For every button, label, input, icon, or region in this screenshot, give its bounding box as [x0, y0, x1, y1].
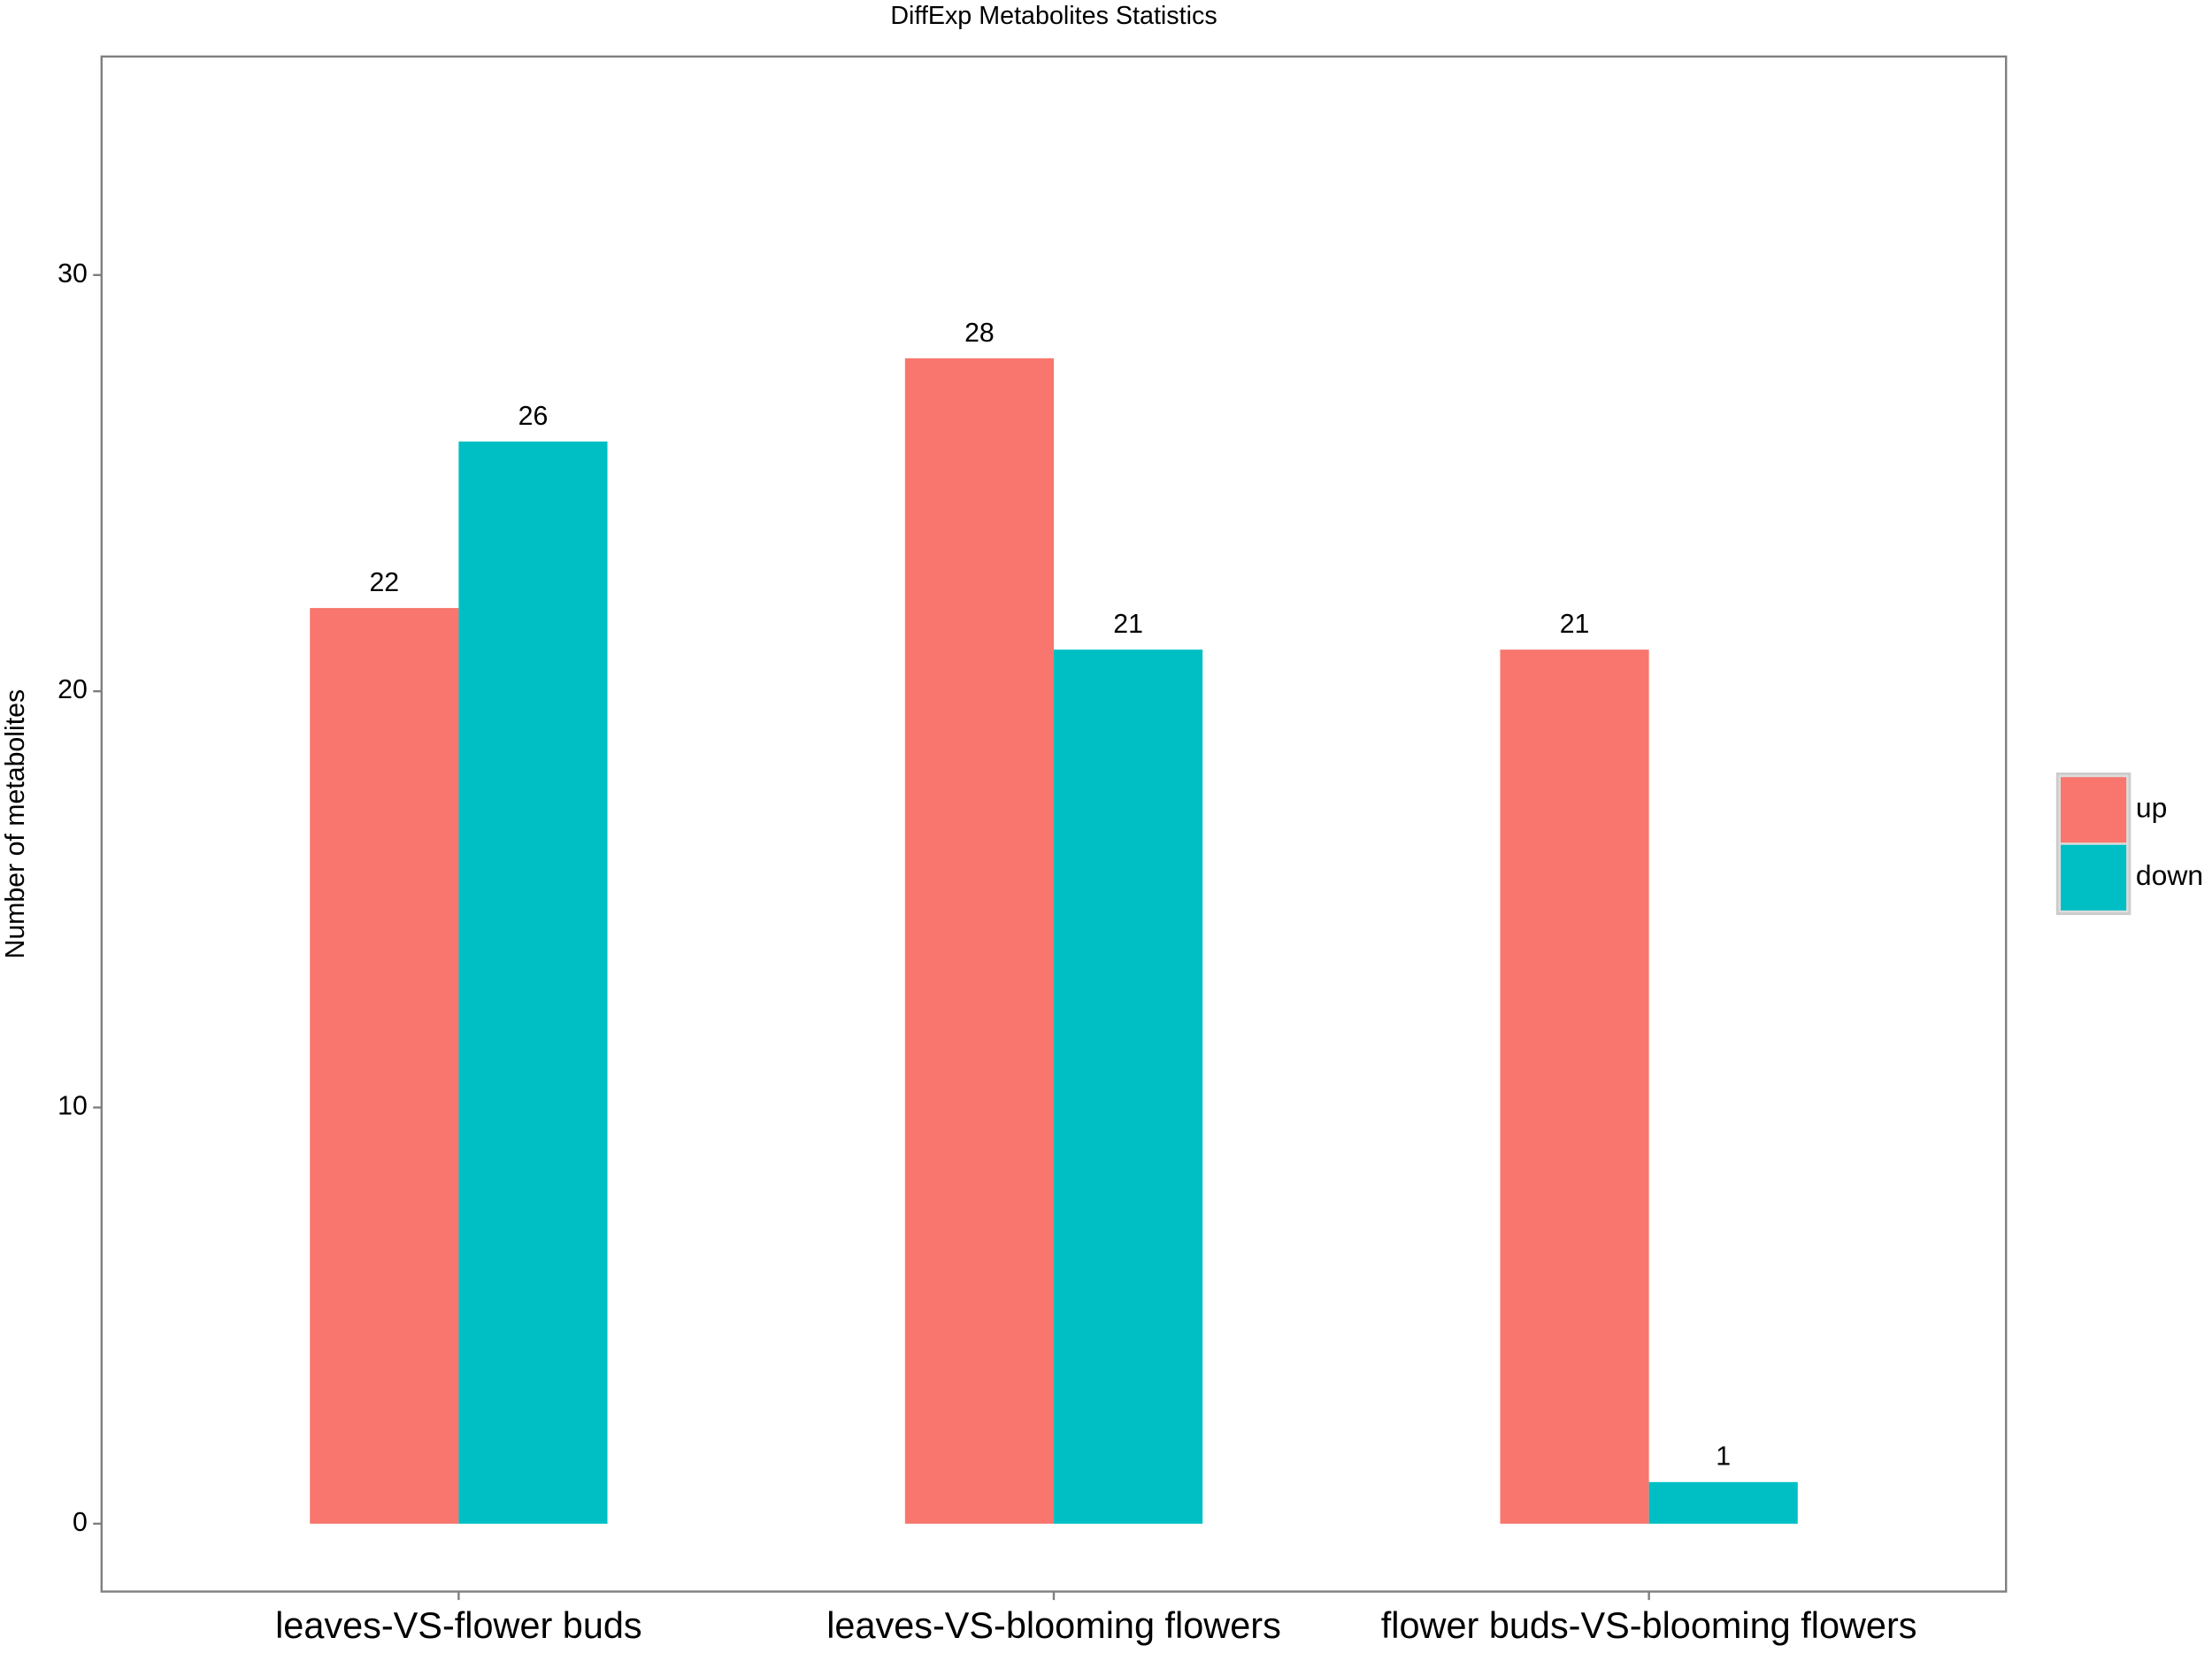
x-tick-label: flower buds-VS-blooming flowers	[1381, 1604, 1917, 1646]
bar	[1500, 650, 1649, 1524]
x-tick-label: leaves-VS-flower buds	[275, 1604, 642, 1646]
bar	[1054, 650, 1203, 1524]
legend-frame	[2055, 773, 2131, 916]
value-label: 26	[518, 402, 549, 431]
legend-key	[2058, 774, 2129, 845]
chart-title: DiffExp Metabolites Statistics	[890, 2, 1217, 30]
value-label: 21	[1560, 610, 1590, 639]
y-tick-label: 20	[58, 675, 88, 704]
y-tick-label: 10	[58, 1092, 88, 1121]
bar	[458, 441, 608, 1524]
bar	[1648, 1481, 1798, 1524]
value-label: 21	[1113, 610, 1143, 639]
x-tick-label: leaves-VS-blooming flowers	[826, 1604, 1281, 1646]
legend-label: down	[2136, 859, 2203, 891]
legend-key	[2058, 842, 2129, 913]
y-tick-label: 30	[58, 259, 88, 288]
y-axis-title: Number of metabolites	[1, 689, 30, 959]
bar	[310, 608, 459, 1524]
value-label: 28	[964, 319, 995, 348]
value-label: 1	[1716, 1442, 1731, 1472]
y-tick-label: 0	[73, 1508, 88, 1537]
value-label: 22	[369, 568, 399, 597]
legend-label: up	[2136, 792, 2167, 824]
bar	[904, 358, 1055, 1524]
